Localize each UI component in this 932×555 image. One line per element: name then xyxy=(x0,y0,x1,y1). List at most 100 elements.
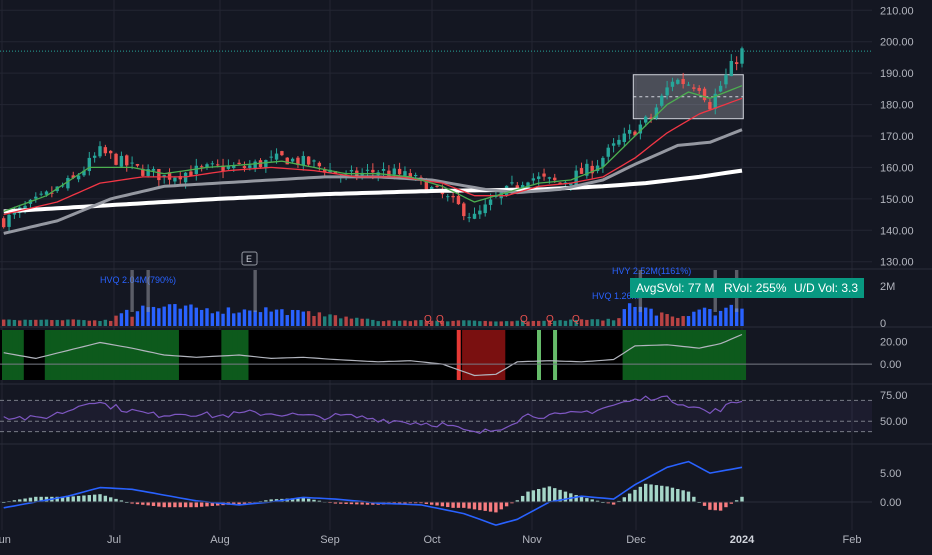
volume-bar xyxy=(606,318,610,326)
volume-bar xyxy=(585,319,589,326)
macd-pane[interactable] xyxy=(0,460,872,526)
volume-annotation: HVQ 1.26M xyxy=(592,291,639,301)
oscillator-zone xyxy=(654,330,661,380)
oscillator-zone xyxy=(55,330,62,380)
candle-body xyxy=(697,87,701,91)
candle-body xyxy=(141,168,145,176)
volume-bar xyxy=(66,319,70,326)
volume-bar xyxy=(109,320,113,326)
candle-body xyxy=(681,78,685,85)
oscillator-zone xyxy=(92,330,99,380)
macd-histogram-bar xyxy=(724,502,728,508)
candle-body xyxy=(654,107,659,119)
price-tick-label: 180.00 xyxy=(880,100,914,112)
volume-bar xyxy=(542,320,546,326)
rsi-pane[interactable] xyxy=(0,395,872,434)
volume-bar xyxy=(665,314,669,326)
avg-volume-badge: AvgSVol: 77 M xyxy=(630,278,721,298)
volume-bar xyxy=(274,309,279,326)
oscillator-zone xyxy=(82,330,88,380)
candle-body xyxy=(718,85,723,92)
volume-bar xyxy=(71,319,75,326)
volume-bar xyxy=(360,318,364,326)
volume-bar xyxy=(162,306,166,326)
candle-body xyxy=(12,211,17,215)
candle-body xyxy=(478,210,482,215)
volume-bar xyxy=(98,320,102,326)
oscillator-zone xyxy=(87,330,94,380)
volume-bar xyxy=(654,315,659,326)
volume-bar xyxy=(692,311,696,326)
volume-bar xyxy=(526,321,530,326)
oscillator-signal-bar xyxy=(456,330,461,380)
volume-bar xyxy=(413,320,418,326)
price-tick-label: 170.00 xyxy=(880,131,914,143)
oscillator-zone xyxy=(740,330,747,380)
volume-bar xyxy=(488,321,493,326)
volume-bar xyxy=(194,307,198,326)
volume-bar xyxy=(697,309,701,326)
volume-bar xyxy=(285,315,289,326)
macd-histogram-bar xyxy=(237,502,241,505)
candle-body xyxy=(328,169,332,173)
candle-body xyxy=(590,165,594,174)
oscillator-zone xyxy=(708,330,714,380)
volume-bar xyxy=(7,319,11,326)
oscillator-zone xyxy=(151,330,158,380)
volume-bar xyxy=(681,316,685,326)
candle-body xyxy=(670,81,675,87)
candle-body xyxy=(194,165,198,174)
candle-body xyxy=(2,218,6,228)
candle-body xyxy=(60,185,65,187)
macd-histogram-bar xyxy=(103,495,108,502)
volume-bar xyxy=(301,311,305,326)
oscillator-zone xyxy=(71,330,78,380)
candle-body xyxy=(92,155,97,158)
earnings-label: E xyxy=(246,254,252,264)
macd-histogram-bar xyxy=(12,500,17,502)
macd-histogram-bar xyxy=(692,496,696,502)
volume-bar xyxy=(547,320,552,326)
volume-bar xyxy=(205,308,209,326)
oscillator-zone xyxy=(119,330,126,380)
volume-bar xyxy=(430,320,434,326)
oscillator-pane[interactable] xyxy=(0,330,872,380)
price-pane[interactable] xyxy=(0,46,872,235)
candle-body xyxy=(456,195,461,205)
macd-histogram-bar xyxy=(563,491,568,502)
oscillator-signal-bar xyxy=(537,330,541,380)
volume-bar xyxy=(515,320,519,326)
candle-body xyxy=(446,196,450,198)
candle-body xyxy=(39,193,43,195)
oscillator-tick-label: 0.00 xyxy=(880,359,901,371)
volume-bar xyxy=(467,320,471,326)
volume-bar xyxy=(92,320,97,326)
candle-body xyxy=(205,164,209,168)
volume-bar xyxy=(537,320,541,326)
candle-body xyxy=(103,147,108,154)
macd-histogram-bar xyxy=(574,495,578,502)
candle-body xyxy=(483,204,487,214)
candle-body xyxy=(397,168,402,175)
macd-histogram-bar xyxy=(638,486,643,502)
volume-bar xyxy=(306,311,311,326)
candle-body xyxy=(76,175,81,180)
volume-bar xyxy=(456,320,461,326)
candle-body xyxy=(248,165,252,169)
macd-histogram-bar xyxy=(526,491,530,502)
volume-bar xyxy=(499,321,503,326)
volume-highlight-bar xyxy=(253,270,257,312)
candle-body xyxy=(724,74,728,85)
macd-histogram-bar xyxy=(702,502,707,506)
candle-body xyxy=(71,175,75,178)
macd-histogram-bar xyxy=(403,502,407,504)
macd-histogram-bar xyxy=(157,502,161,507)
macd-histogram-bar xyxy=(194,502,198,508)
oscillator-zone xyxy=(713,330,720,380)
macd-histogram-bar xyxy=(162,502,166,508)
macd-histogram-bar xyxy=(590,499,594,502)
candle-body xyxy=(34,196,38,199)
